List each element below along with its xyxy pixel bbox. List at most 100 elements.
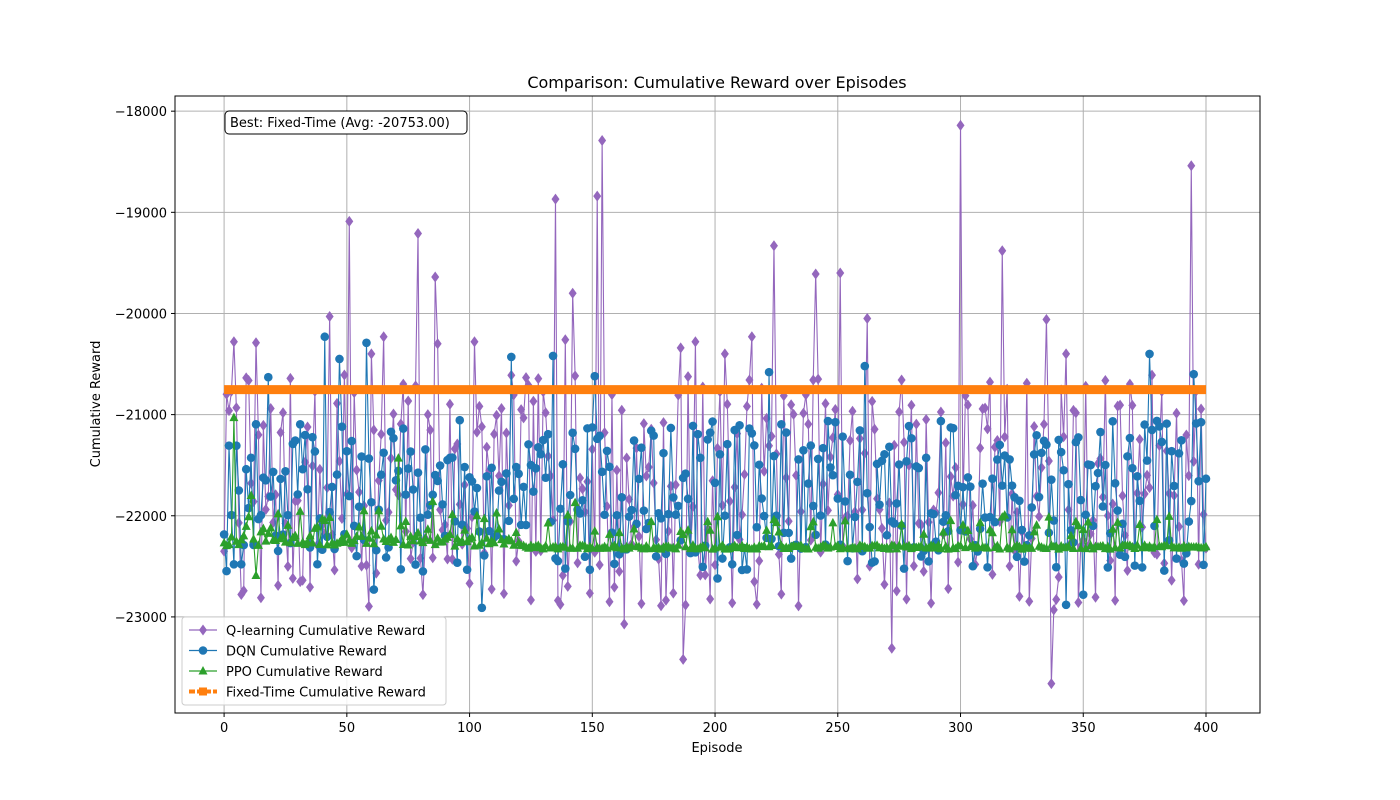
data-point — [1103, 510, 1112, 522]
data-point — [669, 587, 678, 599]
data-point — [521, 520, 531, 530]
data-point — [765, 440, 774, 452]
data-point — [902, 456, 911, 466]
data-point — [274, 579, 283, 591]
data-point — [1157, 437, 1167, 447]
data-point — [428, 552, 437, 564]
data-point — [904, 421, 914, 431]
data-point — [312, 521, 322, 531]
data-point — [673, 540, 683, 549]
data-point — [1196, 417, 1206, 427]
data-point — [462, 565, 472, 575]
data-point — [1007, 524, 1017, 534]
data-point — [487, 583, 496, 595]
data-point — [958, 520, 968, 529]
data-point — [484, 526, 494, 536]
data-point — [425, 535, 435, 544]
data-point — [499, 588, 508, 600]
data-point — [855, 426, 865, 435]
data-point — [1007, 481, 1017, 490]
data-point — [1125, 433, 1135, 443]
data-point — [657, 600, 666, 612]
data-point — [895, 406, 904, 418]
data-point — [578, 496, 587, 505]
data-point — [823, 416, 833, 426]
data-point — [325, 507, 334, 517]
data-point — [907, 433, 916, 443]
data-point — [327, 482, 337, 492]
data-point — [754, 460, 764, 470]
data-point — [295, 506, 305, 515]
data-point — [983, 543, 993, 552]
data-point — [826, 451, 835, 463]
data-point — [494, 524, 504, 533]
data-point — [637, 443, 646, 452]
data-point — [556, 599, 565, 611]
data-point — [1015, 496, 1024, 506]
data-point — [897, 519, 907, 528]
data-point — [1029, 526, 1039, 536]
data-point — [1101, 460, 1110, 470]
data-point — [1064, 479, 1073, 489]
ticks: 0 50 100 150 200 250 300 350 400 −23000 −22000 −210… — [115, 105, 1219, 736]
data-point — [475, 527, 484, 536]
data-point — [836, 267, 845, 279]
data-point — [541, 540, 551, 550]
data-point — [295, 420, 305, 429]
data-point — [1123, 452, 1132, 461]
data-point — [347, 436, 357, 446]
data-point — [303, 421, 312, 433]
data-point — [1177, 436, 1186, 445]
data-point — [479, 551, 489, 560]
data-point — [467, 532, 477, 541]
data-point — [258, 523, 268, 533]
data-point — [1179, 595, 1188, 607]
data-point — [1052, 593, 1061, 605]
data-point — [664, 509, 673, 519]
data-point — [1164, 511, 1174, 520]
data-point — [283, 520, 293, 529]
data-point — [524, 440, 533, 449]
data-point — [732, 530, 742, 540]
data-point — [639, 506, 649, 515]
data-point — [359, 505, 369, 515]
data-point — [364, 454, 374, 463]
data-point — [413, 527, 423, 537]
data-point — [421, 445, 430, 454]
data-point — [279, 407, 288, 419]
data-point — [414, 228, 423, 240]
data-point — [411, 560, 420, 569]
data-point — [371, 545, 381, 555]
data-point — [612, 464, 621, 476]
data-point — [715, 450, 725, 459]
data-point — [482, 471, 492, 481]
data-point — [1128, 463, 1137, 473]
data-point — [1093, 468, 1103, 478]
data-point — [472, 510, 482, 520]
data-point — [298, 574, 307, 586]
data-point — [865, 522, 874, 532]
data-point — [954, 556, 963, 568]
data-point — [445, 529, 455, 538]
data-point — [649, 477, 658, 489]
data-point — [418, 567, 428, 576]
data-point — [430, 539, 440, 549]
data-point — [956, 540, 966, 550]
data-point — [224, 539, 234, 549]
y-tick-label: −19000 — [115, 206, 167, 221]
data-point — [252, 337, 261, 349]
data-point — [423, 409, 432, 421]
data-point — [833, 494, 843, 503]
data-point — [482, 441, 491, 453]
data-point — [681, 469, 690, 479]
data-point — [889, 519, 899, 528]
data-point — [922, 413, 931, 425]
data-point — [808, 516, 818, 526]
data-point — [963, 399, 972, 411]
data-point — [958, 482, 968, 492]
data-point — [730, 481, 739, 493]
data-point — [339, 537, 349, 546]
data-point — [357, 452, 366, 461]
data-point — [995, 440, 1005, 450]
data-point — [556, 504, 565, 514]
